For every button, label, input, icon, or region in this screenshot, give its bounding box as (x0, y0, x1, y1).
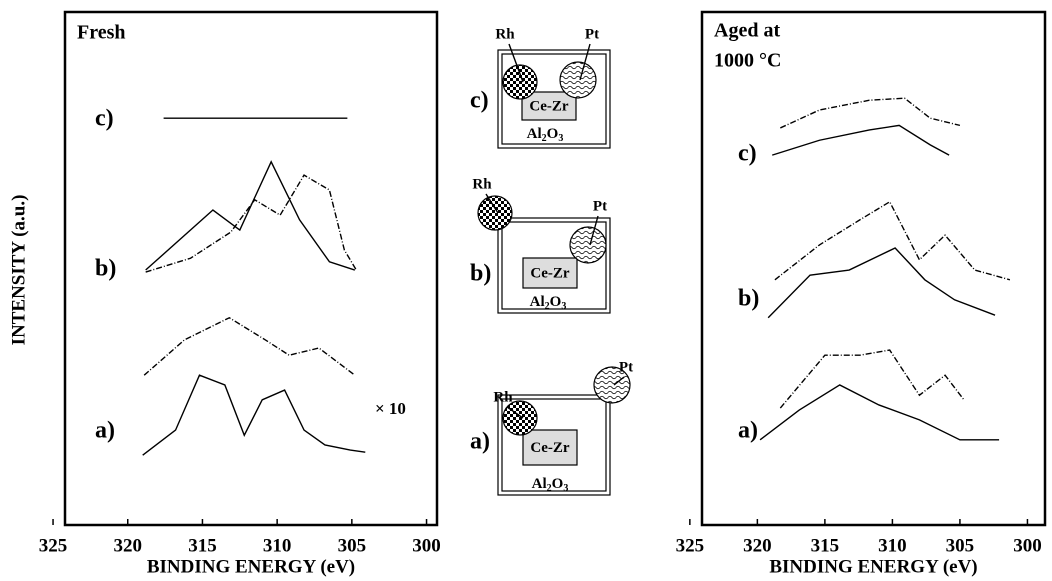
support-label-part: 3 (558, 133, 563, 144)
spectrum-line (143, 316, 356, 376)
support-label-part: Al (532, 476, 547, 492)
plot-frame (63, 10, 439, 527)
core-label: Ce-Zr (529, 98, 568, 114)
panel-label: c) (470, 88, 489, 114)
x-tick-label: 305 (338, 535, 367, 556)
rh-pointer (508, 43, 524, 83)
spectrum-line (780, 97, 961, 129)
support-label: Al2O3 (527, 126, 564, 144)
support-label-part: 2 (545, 301, 550, 312)
x-tick-label: 300 (1013, 535, 1042, 556)
support-label-part: 3 (561, 301, 566, 312)
plot-frame (700, 10, 1047, 527)
rh-pointer (485, 193, 499, 214)
support-label-part: O (552, 476, 564, 492)
spectrum-line (145, 160, 356, 271)
x-tick-label: 320 (743, 535, 772, 556)
curve-label: b) (738, 286, 759, 312)
support-box-inner (501, 53, 607, 145)
x-axis-label: BINDING ENERGY (eV) (147, 556, 355, 577)
spectrum-line (779, 349, 965, 409)
curve-label: b) (95, 256, 116, 282)
rh-particle (502, 64, 538, 100)
x-tick-label: 325 (676, 535, 705, 556)
spectrum-line (145, 174, 357, 273)
panel-label: a) (470, 429, 490, 455)
curve-label: c) (95, 106, 114, 132)
pt-particle (559, 61, 597, 99)
x-tick-label: 315 (188, 535, 217, 556)
ce-zr-core (522, 257, 578, 289)
x-tick-label: 315 (811, 535, 840, 556)
support-label: Al2O3 (532, 476, 569, 494)
rh-label: Rh (493, 389, 513, 405)
pt-particle (569, 226, 607, 264)
x-tick-label: 320 (113, 535, 142, 556)
pt-label: Pt (593, 198, 607, 214)
panel-label: b) (470, 261, 491, 287)
spectrum-line (142, 374, 366, 456)
pt-label: Pt (619, 359, 633, 375)
support-label-part: Al (530, 294, 545, 310)
spectrum-line (759, 384, 1000, 441)
x-tick-label: 325 (39, 535, 68, 556)
pt-label: Pt (585, 26, 599, 42)
panel-title: Aged at (714, 20, 780, 42)
spectrum-line (772, 124, 950, 156)
scale-note: × 10 (375, 399, 406, 418)
curve-label: a) (738, 418, 758, 444)
x-axis-label: BINDING ENERGY (eV) (769, 556, 977, 577)
panel-title: Fresh (77, 22, 126, 44)
y-axis-label: INTENSITY (a.u.) (8, 195, 29, 346)
spectrum-line (774, 200, 1011, 281)
support-label-part: Al (527, 126, 542, 142)
rh-particle (502, 400, 538, 436)
x-tick-label: 310 (263, 535, 292, 556)
support-box-inner (501, 398, 607, 492)
ce-zr-core (522, 429, 578, 466)
pt-pointer (579, 43, 591, 81)
rh-pointer (506, 406, 524, 419)
pt-pointer (589, 215, 599, 246)
support-label-part: O (550, 294, 562, 310)
pt-particle (593, 366, 631, 404)
support-label: Al2O3 (530, 294, 567, 312)
rh-particle (477, 195, 513, 231)
core-label: Ce-Zr (530, 440, 569, 456)
ce-zr-core (521, 91, 577, 121)
x-tick-label: 300 (412, 535, 441, 556)
x-tick-label: 310 (878, 535, 907, 556)
panel-title: 1000 °C (714, 50, 781, 72)
pt-pointer (613, 376, 625, 386)
curve-label: a) (95, 418, 115, 444)
support-label-part: 3 (563, 483, 568, 494)
support-box-inner (501, 221, 607, 310)
core-label: Ce-Zr (530, 265, 569, 281)
support-label-part: 2 (547, 483, 552, 494)
curve-label: c) (738, 141, 757, 167)
rh-label: Rh (472, 176, 492, 192)
rh-label: Rh (495, 26, 515, 42)
spectrum-line (767, 247, 996, 319)
support-label-part: O (547, 126, 559, 142)
x-tick-label: 305 (946, 535, 975, 556)
support-label-part: 2 (542, 133, 547, 144)
